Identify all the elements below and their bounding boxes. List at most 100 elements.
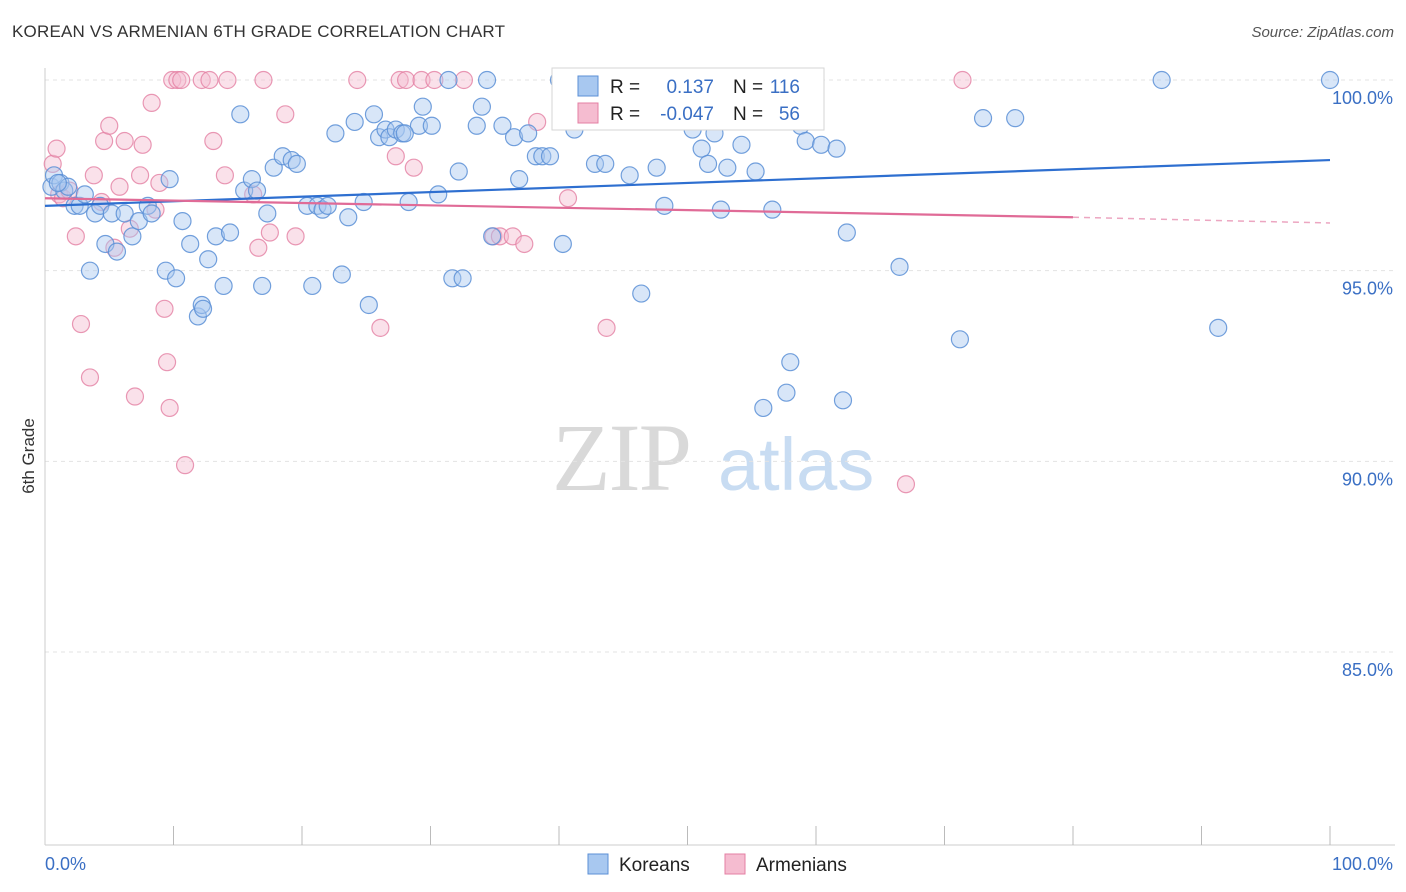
y-axis-title: 6th Grade: [19, 418, 38, 494]
armenians-point: [204, 131, 223, 151]
armenians-point: [515, 234, 534, 254]
armenians-point: [896, 475, 916, 494]
koreans-trend-line: [44, 158, 1331, 207]
armenians-point: [286, 227, 305, 246]
koreans-point: [370, 128, 389, 147]
koreans-point: [326, 124, 345, 143]
koreans-point: [477, 70, 497, 90]
koreans-point: [449, 162, 468, 181]
koreans-point: [181, 234, 200, 254]
armenians-point: [218, 70, 237, 90]
koreans-point: [950, 330, 970, 349]
armenians-point: [412, 70, 431, 90]
koreans-point: [409, 116, 429, 135]
armenians-point: [490, 227, 509, 246]
armenians-point: [150, 173, 169, 193]
koreans-point: [483, 227, 502, 246]
armenians-point: [192, 70, 211, 90]
koreans-point: [777, 383, 796, 402]
koreans-point: [1006, 109, 1025, 128]
y-tick-label: 90.0%: [1342, 469, 1393, 489]
armenians-point: [95, 131, 114, 151]
koreans-point: [796, 131, 815, 151]
koreans-point: [781, 353, 800, 372]
koreans-point: [123, 227, 142, 246]
koreans-point: [48, 173, 67, 193]
legend-r-label-armenians: R =: [610, 104, 640, 125]
armenians-point: [80, 368, 100, 387]
koreans-swatch: [577, 75, 599, 97]
koreans-point: [318, 196, 337, 215]
bottom-legend-armenians-swatch: [724, 853, 746, 875]
koreans-point: [429, 185, 448, 204]
armenians-point: [953, 70, 972, 90]
legend-n-value-armenians: 56: [779, 104, 800, 125]
armenians-point: [133, 135, 152, 154]
watermark-zip: ZIP: [552, 404, 690, 511]
armenians-point: [71, 314, 91, 334]
koreans-point: [220, 223, 240, 242]
armenians-point: [115, 131, 134, 151]
koreans-point: [467, 116, 486, 135]
koreans-point: [718, 158, 737, 177]
koreans-point: [115, 204, 134, 223]
armenians-point: [175, 456, 195, 475]
chart-title: KOREAN VS ARMENIAN 6TH GRADE CORRELATION…: [12, 22, 506, 41]
koreans-point: [692, 139, 711, 158]
koreans-point: [827, 139, 846, 158]
koreans-point: [504, 128, 524, 147]
armenians-point: [404, 158, 423, 177]
bottom-legend-koreans: Koreans: [619, 855, 690, 876]
koreans-point: [620, 166, 639, 185]
koreans-point: [540, 147, 560, 166]
koreans-point: [453, 269, 472, 288]
armenians-point: [425, 70, 444, 90]
armenians-point: [157, 353, 177, 372]
armenians-point: [597, 318, 616, 337]
koreans-point: [166, 269, 186, 288]
koreans-point: [303, 276, 322, 296]
koreans-point: [80, 261, 100, 280]
koreans-point: [345, 112, 364, 132]
koreans-point: [439, 70, 458, 90]
koreans-point: [732, 135, 751, 154]
koreans-point: [1209, 318, 1228, 337]
y-tick-label: 95.0%: [1342, 279, 1393, 299]
koreans-point: [173, 211, 192, 231]
armenians-point: [254, 70, 273, 90]
axes: 85.0% 90.0% 95.0% 100.0% 0.0% 100.0%: [44, 68, 1395, 874]
armenians-point: [371, 318, 390, 337]
koreans-point: [156, 261, 175, 280]
armenians-point: [215, 166, 234, 185]
armenians-trend-extension: [1072, 216, 1331, 224]
koreans-point: [833, 391, 853, 410]
koreans-point: [242, 170, 261, 189]
koreans-point: [395, 124, 414, 143]
x-tick-label-start: 0.0%: [45, 854, 86, 874]
koreans-point: [493, 116, 512, 135]
koreans-point: [214, 276, 233, 296]
bottom-legend-armenians: Armenians: [756, 855, 847, 876]
legend-r-label-koreans: R =: [610, 77, 640, 98]
bottom-legend-koreans-swatch: [587, 853, 609, 875]
armenians-point: [100, 116, 119, 135]
koreans-point: [102, 204, 121, 223]
koreans-point: [199, 250, 218, 269]
stats-legend: R = 0.137 N = 116 R = -0.047 N = 56: [551, 67, 825, 131]
bottom-legend: Koreans Armenians: [587, 853, 847, 876]
koreans-point: [339, 208, 358, 227]
armenians-point: [84, 166, 103, 185]
koreans-point: [107, 242, 127, 261]
armenians-point: [249, 238, 268, 257]
armenians-point: [276, 105, 295, 124]
koreans-point: [1152, 70, 1171, 90]
armenians-point: [390, 70, 409, 90]
koreans-point: [332, 265, 351, 284]
koreans-point: [443, 269, 462, 288]
armenians-point: [386, 147, 405, 166]
armenians-point: [168, 70, 187, 90]
armenians-trend-line: [44, 197, 1074, 219]
koreans-point: [75, 185, 94, 204]
koreans-point: [287, 154, 306, 173]
